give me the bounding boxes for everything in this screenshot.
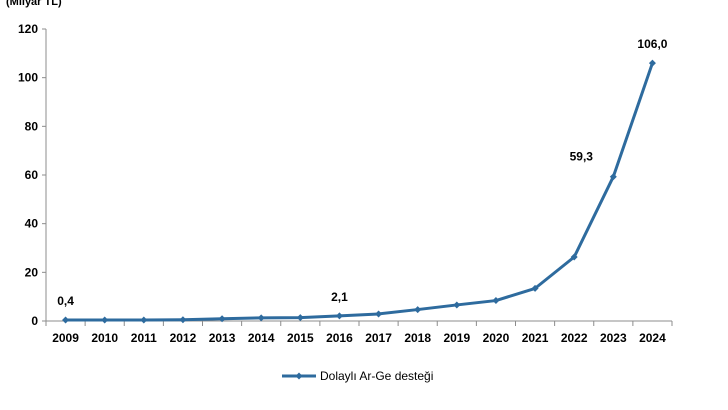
data-point-marker [570, 253, 578, 261]
legend-label: Dolaylı Ar-Ge desteği [320, 369, 433, 383]
y-tick-label: 20 [25, 265, 39, 279]
x-tick-label: 2015 [287, 331, 314, 345]
x-tick-label: 2009 [52, 331, 79, 345]
x-tick-label: 2014 [248, 331, 275, 345]
data-label: 59,3 [570, 150, 594, 164]
x-tick-label: 2019 [443, 331, 470, 345]
y-tick-label: 120 [18, 22, 38, 36]
x-tick-label: 2022 [561, 331, 588, 345]
y-tick-label: 0 [31, 314, 38, 328]
data-point-marker [414, 306, 422, 314]
data-label: 106,0 [637, 37, 667, 51]
data-point-marker [296, 314, 304, 322]
x-tick-label: 2013 [209, 331, 236, 345]
x-axis: 2009 2010 2011 2012 2013 2014 2015 2016 2017 2018… [45, 320, 673, 345]
data-point-marker [531, 284, 539, 292]
legend-marker [295, 372, 303, 380]
x-tick-label: 2016 [326, 331, 353, 345]
x-tick-label: 2020 [483, 331, 510, 345]
data-point-marker [492, 297, 500, 305]
data-point-marker [609, 173, 617, 181]
series-lines [62, 59, 656, 324]
data-point-marker [257, 314, 265, 322]
data-label: 0,4 [57, 294, 74, 308]
y-unit-label: (Milyar TL) [6, 0, 62, 8]
y-tick-label: 80 [25, 119, 39, 133]
data-point-marker [375, 310, 383, 318]
data-label: 2,1 [331, 290, 348, 304]
data-point-marker [335, 312, 343, 320]
y-tick-label: 60 [25, 168, 39, 182]
data-point-marker [648, 59, 656, 67]
legend: Dolaylı Ar-Ge desteği [282, 369, 433, 383]
y-tick-label: 100 [18, 71, 38, 85]
data-labels: 0,4 2,1 59,3 106,0 [57, 37, 668, 308]
data-point-marker [62, 316, 70, 324]
data-point-marker [453, 301, 461, 309]
y-tick-label: 40 [25, 217, 39, 231]
x-tick-label: 2018 [404, 331, 431, 345]
x-tick-label: 2023 [600, 331, 627, 345]
x-tick-label: 2011 [131, 331, 157, 345]
data-point-marker [218, 315, 226, 323]
x-tick-label: 2024 [639, 331, 666, 345]
y-axis: 0 20 40 60 80 100 120 [18, 22, 47, 328]
x-tick-label: 2012 [170, 331, 197, 345]
data-point-marker [140, 316, 148, 324]
x-tick-label: 2017 [365, 331, 392, 345]
series-line [64, 61, 654, 322]
data-point-marker [179, 316, 187, 324]
data-point-marker [101, 316, 109, 324]
x-tick-label: 2010 [91, 331, 118, 345]
x-tick-label: 2021 [522, 331, 549, 345]
